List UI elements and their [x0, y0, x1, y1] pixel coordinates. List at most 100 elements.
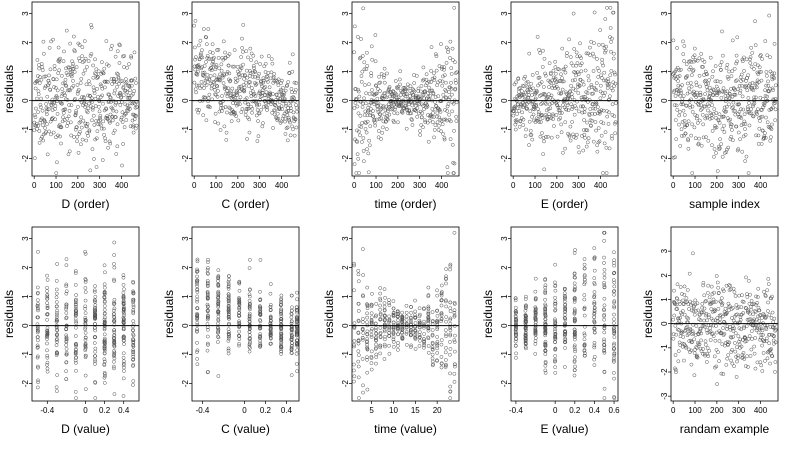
data-point	[237, 75, 242, 80]
data-point	[248, 307, 252, 312]
data-point	[272, 108, 276, 113]
x-tick-label: 200	[71, 181, 85, 190]
data-point	[447, 95, 452, 100]
data-point	[94, 136, 99, 141]
data-point	[709, 116, 714, 121]
data-point	[563, 305, 567, 310]
data-point	[355, 128, 359, 133]
data-point	[247, 294, 252, 299]
data-point	[218, 128, 223, 132]
data-point	[378, 286, 383, 290]
data-point	[83, 102, 88, 107]
data-point	[54, 287, 59, 292]
data-point	[200, 70, 205, 75]
data-point	[448, 316, 453, 321]
y-tick-label: 2	[341, 40, 350, 45]
x-tick-label: -0.4	[40, 406, 54, 415]
data-point	[592, 306, 597, 311]
data-point	[67, 87, 71, 92]
data-point	[444, 274, 448, 279]
data-point	[197, 65, 202, 70]
data-point	[68, 41, 73, 46]
data-point	[726, 353, 731, 357]
data-point	[279, 309, 283, 314]
data-point	[74, 297, 78, 302]
data-point	[582, 293, 587, 297]
data-point	[599, 108, 604, 113]
data-point	[729, 122, 734, 127]
data-point	[536, 83, 540, 88]
data-point	[356, 279, 361, 284]
data-point	[573, 364, 577, 369]
data-point	[131, 279, 135, 284]
data-point	[699, 103, 703, 107]
data-point	[598, 89, 603, 94]
data-point	[549, 116, 553, 121]
data-point	[294, 125, 299, 130]
data-point	[363, 83, 367, 87]
x-tick-label: 100	[369, 181, 383, 190]
data-point	[592, 10, 597, 15]
data-point	[249, 58, 254, 62]
data-point	[36, 89, 41, 94]
data-point	[690, 340, 694, 345]
data-point	[572, 281, 577, 286]
data-point	[237, 310, 242, 315]
data-point	[258, 343, 263, 348]
data-point	[391, 320, 396, 325]
data-point	[195, 340, 199, 345]
data-point	[365, 64, 370, 68]
data-point	[745, 354, 749, 359]
data-point	[369, 107, 373, 111]
data-point	[448, 267, 452, 272]
data-point	[737, 293, 742, 298]
data-point	[706, 138, 711, 143]
data-point	[120, 110, 125, 115]
data-point	[673, 69, 678, 74]
data-point	[452, 340, 457, 344]
data-point	[279, 326, 284, 331]
data-point	[213, 120, 217, 124]
data-point	[589, 83, 594, 87]
data-point	[696, 308, 701, 313]
data-point	[195, 350, 199, 354]
data-point	[66, 114, 71, 119]
data-point	[685, 288, 690, 292]
data-point	[112, 344, 117, 349]
data-point	[553, 308, 558, 312]
data-point	[202, 74, 207, 79]
x-tick-label: 300	[732, 181, 746, 190]
data-point	[706, 104, 711, 109]
data-point	[438, 109, 443, 114]
data-point	[543, 291, 548, 296]
data-point	[102, 132, 106, 137]
data-point	[360, 327, 365, 332]
y-tick-label: 1	[341, 294, 350, 299]
x-tick-label: 20	[433, 406, 442, 415]
data-point	[439, 283, 444, 288]
data-point	[686, 302, 691, 307]
data-point	[582, 313, 587, 318]
data-point	[391, 331, 396, 335]
data-point	[101, 126, 106, 131]
data-point	[102, 307, 107, 312]
data-point	[602, 78, 606, 83]
data-point	[246, 106, 251, 111]
data-point	[760, 114, 765, 119]
data-point	[736, 353, 740, 358]
data-point	[448, 340, 452, 344]
data-point	[612, 376, 616, 381]
data-point	[748, 354, 753, 358]
data-point	[294, 106, 299, 110]
data-point	[734, 375, 739, 379]
data-point	[772, 99, 777, 104]
data-point	[387, 343, 391, 348]
data-point	[543, 313, 548, 317]
data-point	[237, 329, 241, 334]
data-point	[602, 337, 606, 342]
data-point	[405, 92, 409, 96]
data-point	[435, 335, 440, 339]
data-point	[715, 382, 719, 386]
data-point	[255, 139, 260, 143]
data-point	[592, 363, 597, 367]
